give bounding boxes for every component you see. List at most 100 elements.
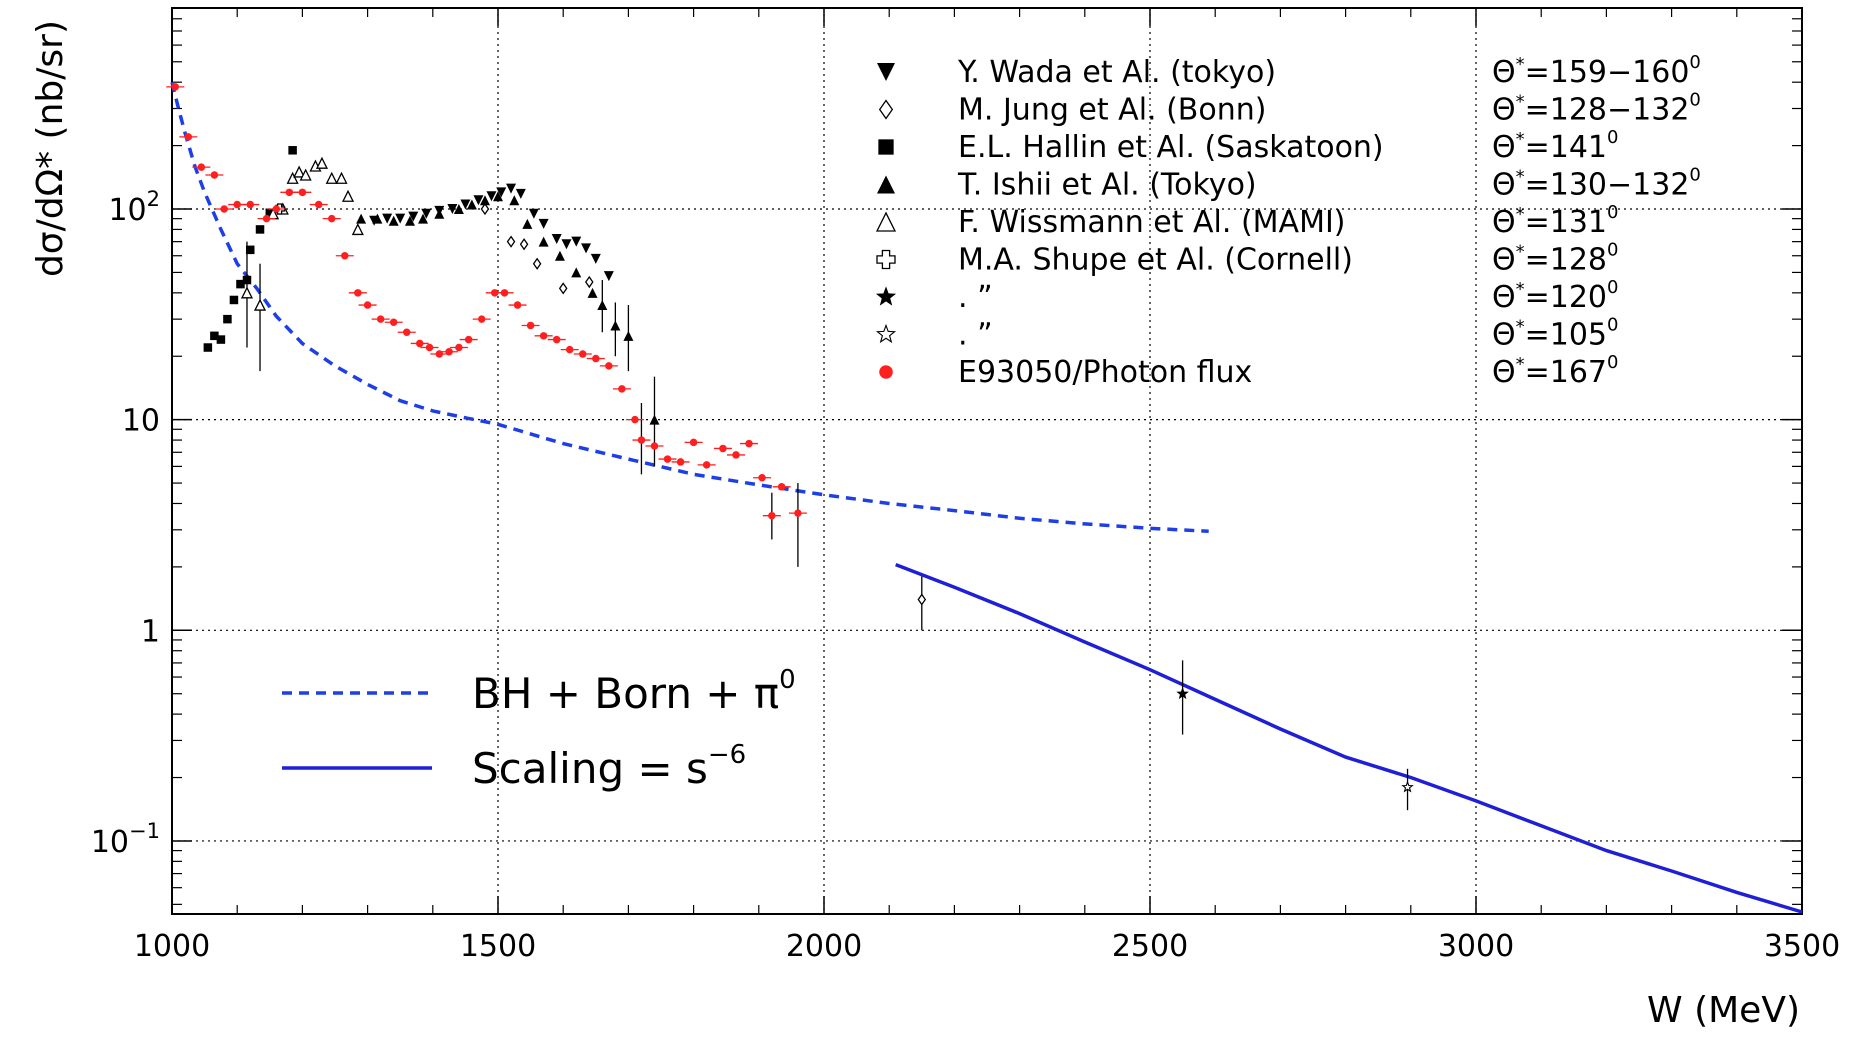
legend-angle: Θ*=1280: [1492, 240, 1618, 278]
marker-e93050: [220, 205, 228, 213]
marker-e93050: [210, 171, 219, 179]
marker-wissmann: [875, 211, 897, 232]
marker-e93050: [389, 318, 398, 327]
marker-ishii: [587, 287, 598, 298]
marker-hallin: [223, 314, 232, 324]
x-tick-label: 2500: [1112, 929, 1188, 964]
bh-born-curve: [170, 81, 1209, 534]
marker-ishii: [571, 267, 582, 278]
marker-e93050: [702, 461, 711, 469]
curve-legend-label: BH + Born + π0: [472, 665, 796, 718]
marker-e93050: [605, 362, 613, 370]
marker-e93050: [794, 509, 802, 517]
marker-jung: [917, 593, 927, 606]
marker-e93050: [233, 200, 241, 209]
legend-angle: Θ*=128−1320: [1492, 90, 1701, 128]
y-tick-label: 10−1: [91, 819, 160, 860]
marker-e93050: [464, 335, 473, 344]
marker-e93050: [171, 83, 180, 91]
legend-angle: Θ*=1310: [1492, 202, 1618, 240]
marker-wissmann: [325, 171, 338, 184]
legend-angle: Θ*=1410: [1492, 127, 1618, 165]
marker-wissmann: [299, 168, 312, 181]
marker-e93050: [246, 200, 254, 209]
marker-wada: [460, 199, 471, 210]
marker-shupe: [876, 249, 896, 270]
marker-jung: [878, 99, 894, 120]
y-tick-label: 10: [122, 404, 160, 439]
marker-e93050: [777, 483, 786, 491]
legend-label: Y. Wada et Al. (tokyo): [957, 55, 1276, 90]
marker-e93050: [402, 328, 411, 336]
marker-e93050: [285, 188, 294, 197]
legend-label: M.A. Shupe et Al. (Cornell): [958, 243, 1353, 278]
marker-wissmann: [253, 298, 267, 311]
marker-jung: [519, 238, 529, 251]
marker-wada: [408, 211, 419, 222]
marker-e93050: [455, 343, 463, 352]
marker-wissmann: [341, 189, 355, 202]
marker-hallin: [255, 225, 265, 234]
x-tick-labels: 1000 1500 2000 2500 3000 3500: [134, 929, 1840, 964]
marker-hallin: [229, 295, 239, 305]
marker-hallin: [216, 335, 226, 344]
marker-wissmann: [293, 165, 306, 178]
marker-ishii: [466, 199, 477, 210]
y-tick-labels: 10−1 1 10 102: [91, 187, 160, 860]
marker-e93050: [526, 321, 535, 330]
marker-wissmann: [351, 222, 364, 236]
marker-e93050: [298, 188, 307, 197]
marker-wada: [603, 271, 614, 282]
legend-label: E93050/Photon flux: [958, 355, 1252, 390]
marker-ishii: [372, 213, 383, 224]
marker-wada: [395, 213, 406, 224]
marker-star-filled: [1176, 687, 1189, 700]
marker-wada: [581, 243, 592, 254]
marker-ishii: [610, 320, 621, 331]
marker-e93050: [689, 438, 698, 447]
marker-wissmann: [240, 286, 254, 299]
marker-star-open: [875, 323, 897, 344]
error-bars: [246, 241, 1409, 811]
curve-legend: BH + Born + π0 Scaling = s−6: [282, 665, 796, 793]
marker-e93050: [745, 439, 753, 448]
marker-e93050: [490, 289, 499, 297]
marker-e93050: [376, 315, 385, 323]
marker-wissmann: [315, 156, 329, 169]
marker-e93050: [637, 436, 646, 444]
marker-e93050: [758, 473, 766, 482]
x-tick-label: 2000: [786, 929, 862, 964]
marker-e93050: [354, 289, 362, 297]
marker-e93050: [879, 365, 893, 379]
marker-e93050: [272, 205, 281, 213]
marker-e93050: [327, 214, 336, 223]
marker-e93050: [416, 339, 424, 348]
marker-ishii: [493, 191, 503, 202]
plot-frame: [171, 7, 1803, 915]
marker-e93050: [477, 315, 486, 323]
marker-e93050: [663, 455, 672, 463]
marker-e93050: [184, 133, 193, 141]
marker-wada: [590, 253, 601, 264]
legend-angle: Θ*=1050: [1492, 315, 1618, 353]
marker-hallin: [878, 139, 894, 155]
marker-ishii: [509, 195, 520, 206]
marker-ishii: [418, 213, 429, 224]
marker-e93050: [314, 200, 323, 209]
grid-lines: [172, 8, 1802, 914]
marker-jung: [558, 282, 568, 295]
legend-angle: Θ*=1670: [1492, 352, 1618, 390]
x-tick-label: 1000: [134, 929, 210, 964]
marker-ishii: [649, 414, 660, 425]
y-axis-title: dσ/dΩ* (nb/sr): [30, 20, 71, 277]
legend-label: . ”: [958, 318, 993, 353]
marker-e93050: [500, 289, 509, 297]
marker-e93050: [650, 442, 659, 450]
marker-e93050: [425, 343, 434, 352]
marker-ishii: [623, 330, 634, 341]
data-markers: [166, 83, 1414, 793]
marker-e93050: [592, 354, 600, 363]
marker-hallin: [288, 146, 297, 155]
marker-wada: [877, 63, 895, 81]
marker-ishii: [597, 300, 608, 311]
